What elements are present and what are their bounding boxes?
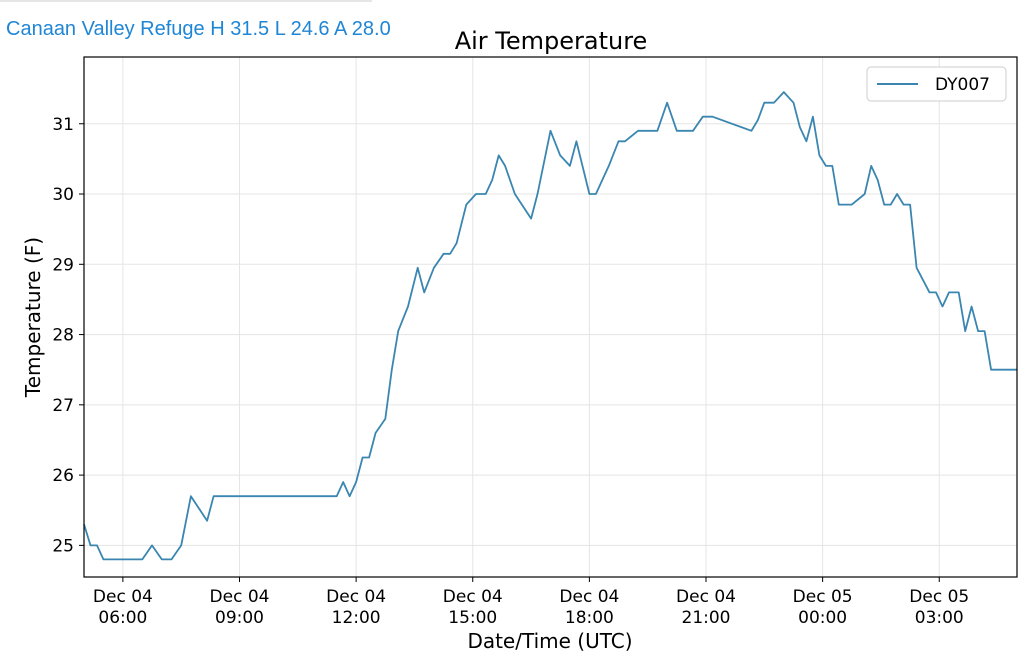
y-tick-label: 30 bbox=[52, 185, 74, 205]
y-tick-label: 28 bbox=[52, 326, 74, 346]
legend: DY007 bbox=[866, 66, 1007, 102]
x-tick-time: 03:00 bbox=[915, 608, 964, 628]
y-tick-label: 25 bbox=[52, 536, 74, 556]
x-tick-date: Dec 04 bbox=[676, 587, 736, 607]
x-tick-time: 09:00 bbox=[215, 608, 264, 628]
x-tick-date: Dec 04 bbox=[443, 587, 503, 607]
series-lines bbox=[83, 91, 1017, 561]
top-divider bbox=[0, 0, 372, 2]
x-axis-label: Date/Time (UTC) bbox=[467, 629, 632, 653]
y-tick-label: 29 bbox=[52, 255, 74, 275]
legend-box bbox=[866, 66, 1007, 102]
y-tick-label: 26 bbox=[52, 466, 74, 486]
y-axis-label: Temperature (F) bbox=[21, 237, 45, 398]
legend-label: DY007 bbox=[935, 75, 990, 95]
station-summary-header[interactable]: Canaan Valley Refuge H 31.5 L 24.6 A 28.… bbox=[6, 18, 391, 40]
chart-title: Air Temperature bbox=[455, 27, 648, 55]
x-tick-time: 00:00 bbox=[798, 608, 847, 628]
series-line-dy007 bbox=[83, 91, 1017, 561]
x-tick-time: 06:00 bbox=[98, 608, 147, 628]
x-tick-date: Dec 04 bbox=[326, 587, 386, 607]
x-tick-time: 21:00 bbox=[682, 608, 731, 628]
grid-lines bbox=[84, 57, 1017, 577]
y-tick-label: 31 bbox=[52, 115, 74, 135]
x-tick-time: 12:00 bbox=[332, 608, 381, 628]
y-axis-ticks: 25 26 27 28 29 30 31 bbox=[52, 115, 84, 556]
x-tick-date: Dec 04 bbox=[93, 587, 153, 607]
x-tick-time: 15:00 bbox=[448, 608, 497, 628]
x-tick-time: 18:00 bbox=[565, 608, 614, 628]
x-tick-date: Dec 05 bbox=[793, 587, 853, 607]
plot-frame bbox=[83, 56, 1018, 578]
x-tick-date: Dec 04 bbox=[210, 587, 270, 607]
x-tick-date: Dec 05 bbox=[909, 587, 969, 607]
y-tick-label: 27 bbox=[52, 396, 74, 416]
x-tick-date: Dec 04 bbox=[559, 587, 619, 607]
